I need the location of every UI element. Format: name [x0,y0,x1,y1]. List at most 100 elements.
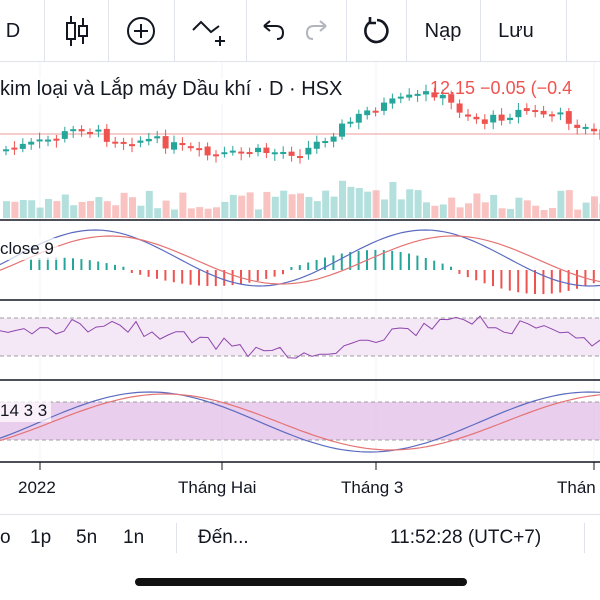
volume-bar [213,207,220,218]
macd-histogram-bar [550,270,553,294]
undo-button[interactable] [250,0,294,62]
macd-histogram-bar [114,264,116,270]
chart-type-button[interactable] [46,0,108,62]
candle [280,151,287,154]
volume-bar [187,208,195,218]
macd-histogram-bar [164,270,167,281]
clock-label: 11:52:28 (UTC+7) [390,527,542,548]
volume-bar [103,201,111,218]
macd-histogram-bar [525,270,528,294]
volume-bar [565,190,573,218]
range-button-5n[interactable]: 5n [76,515,97,561]
volume-bar [36,207,44,218]
volume-bar [465,203,472,218]
indicators-button[interactable] [110,0,172,62]
candle [154,136,161,139]
price-change-legend: 12.15 −0.05 (−0.4 [430,78,573,98]
macd-histogram-bar [298,265,301,270]
volume-bar [11,201,19,218]
macd-histogram-bar [399,251,402,270]
macd-histogram-bar [147,270,150,277]
time-label: 2022 [18,478,56,497]
candle [481,119,488,124]
macd-histogram-bar [172,270,175,283]
refresh-icon [364,17,389,44]
macd-histogram-bar [382,250,385,270]
reset-button[interactable] [348,0,406,62]
volume-bar [532,205,540,218]
candle [448,94,455,103]
volume-bar [280,190,288,218]
macd-histogram-bar [374,249,377,270]
macd-histogram-bar [408,253,410,270]
candle [187,146,194,149]
interval-label: D [5,19,21,42]
volume-bar [397,199,405,218]
macd-histogram-bar [139,270,142,275]
candle [347,121,354,124]
volume-bar [523,200,531,218]
macd-histogram-bar [248,270,251,283]
redo-icon [305,20,327,40]
candle [288,151,295,156]
macd-histogram-bar [567,270,570,291]
candle [549,114,555,117]
candle [61,131,68,139]
candle [129,144,135,147]
volume-bar [515,197,523,218]
candle [70,129,77,132]
volume-bar [431,205,439,218]
range-label: o [0,527,11,548]
candle [255,147,261,153]
volume-bar [414,190,422,218]
range-button-1p[interactable]: 1p [30,515,51,561]
stoch-pane-label[interactable]: 14 3 3 [0,400,52,422]
redo-button[interactable] [296,0,340,62]
macd-histogram-bar [475,270,478,281]
candle [11,147,18,150]
drawing-tools-button[interactable] [176,0,244,62]
toolbar-divider [108,0,109,62]
macd-pane-label[interactable]: close 9 [0,238,58,260]
range-button-1n[interactable]: 1n [123,515,144,561]
stoch-band [0,402,600,440]
volume-bar [481,202,489,218]
candle [162,136,169,149]
macd-histogram-bar [273,270,276,277]
save-layout-button[interactable]: Lưu [482,0,550,62]
candle [372,110,379,113]
volume-bar [221,201,229,218]
macd-histogram-bar [466,270,469,278]
volume-bar [263,191,271,218]
symbol-legend[interactable]: kim loại và Lắp máy Dầu khí · D · HSX [0,78,347,104]
goto-label: Đến... [198,527,249,548]
volume-bar [246,192,254,218]
interval-button[interactable]: D [0,0,26,62]
price-chart[interactable]: 2022 Tháng Hai Tháng 3 Thán [0,62,600,514]
volume-bar [490,194,498,218]
load-layout-button[interactable]: Nạp [408,0,478,62]
candle [591,128,597,132]
volume-bar [549,208,556,218]
goto-date-button[interactable]: Đến... [198,515,249,561]
candles [3,84,600,164]
candle [456,103,463,113]
drawing-tool-icon [192,20,225,46]
candle [389,98,396,104]
macd-histogram-bar [240,270,242,285]
candle [103,128,110,142]
candle [36,139,43,142]
macd-histogram-bar [483,270,486,284]
timezone-clock[interactable]: 11:52:28 (UTC+7) [390,515,541,561]
candle [53,138,60,141]
volume-bar [87,200,94,218]
range-label: 1n [123,527,145,548]
candle [574,124,581,128]
volume-bar [70,205,78,218]
candle [473,116,480,120]
range-button[interactable]: o [0,515,11,561]
time-label: Tháng 3 [341,478,403,497]
candle [498,114,505,121]
chart-area[interactable]: 2022 Tháng Hai Tháng 3 Thán [0,62,600,514]
plus-circle-icon [127,17,155,45]
